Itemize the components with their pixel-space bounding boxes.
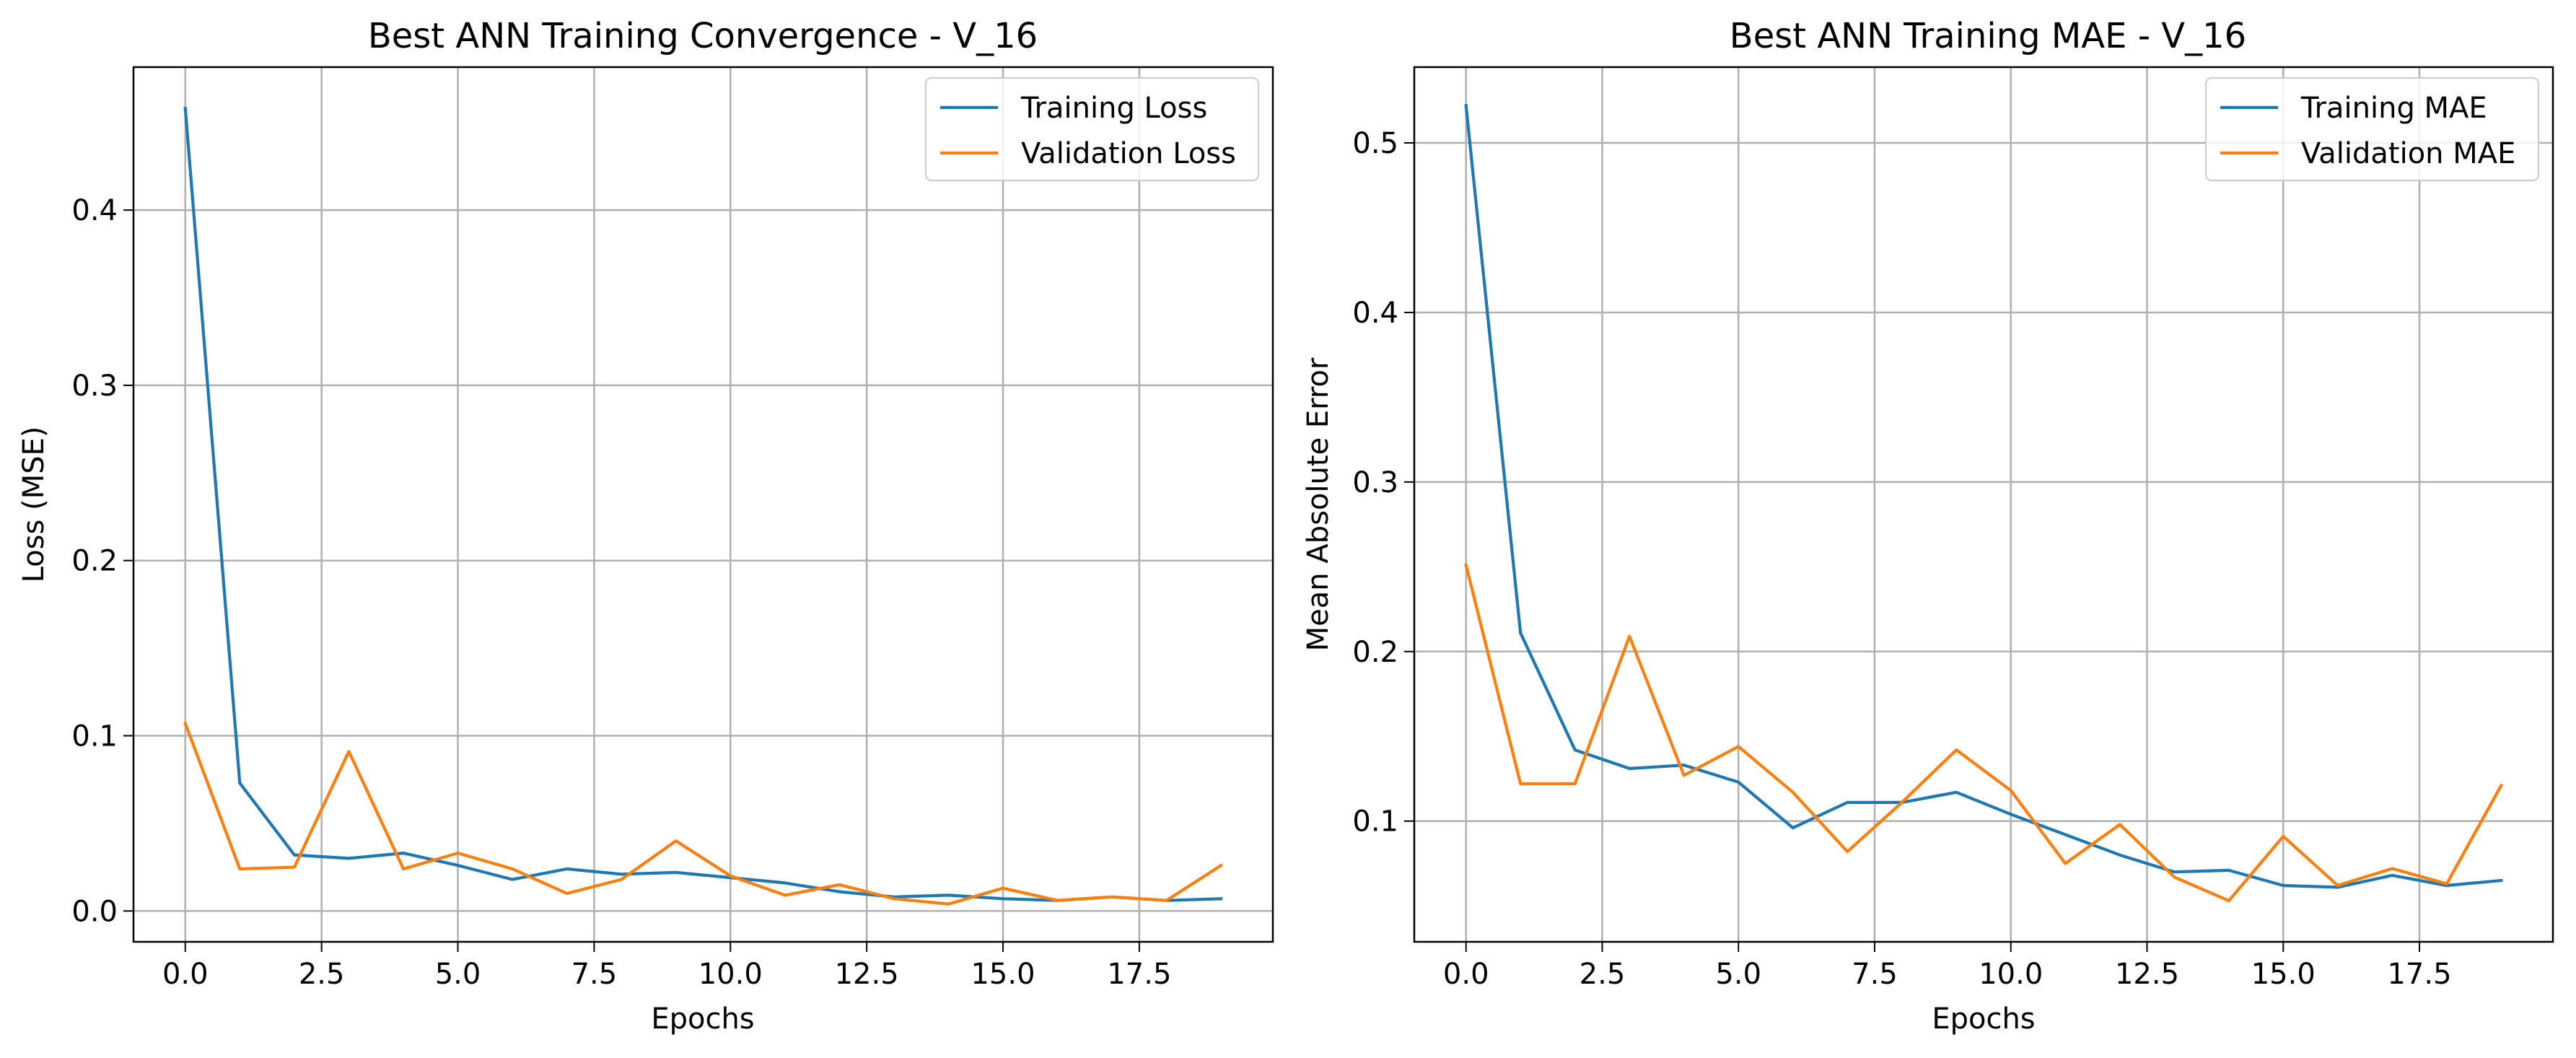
x-axis: 0.0 2.5 5.0 7.5 10.0 12.5 15.0 17.5 — [162, 942, 1171, 991]
x-tick-label: 7.5 — [1852, 958, 1898, 991]
legend-frame — [2205, 77, 2539, 181]
y-tick-label: 0.0 — [71, 895, 118, 928]
x-tick-label: 5.0 — [435, 958, 481, 991]
y-tick-label: 0.3 — [71, 370, 118, 403]
legend-frame — [925, 77, 1259, 181]
x-axis-label: Epochs — [1932, 1002, 2035, 1036]
x-axis-label: Epochs — [651, 1002, 754, 1036]
x-tick-label: 12.5 — [835, 958, 899, 991]
y-axis: 0.1 0.2 0.3 0.4 0.5 — [1352, 127, 1414, 839]
plot-frame — [1413, 66, 2554, 943]
chart-panel-mae: Best ANN Training MAE - V_16 0.0 2.5 5.0 7.… — [1302, 16, 2554, 1036]
chart-title: Best ANN Training MAE - V_16 — [1730, 16, 2246, 56]
x-tick-label: 10.0 — [1979, 958, 2043, 991]
series-group — [1464, 103, 2504, 903]
chart-panel-loss: Best ANN Training Convergence - V_16 0.0… — [17, 16, 1274, 1036]
y-tick-label: 0.2 — [71, 545, 118, 578]
legend: Training MAE Validation MAE — [2205, 77, 2539, 181]
legend: Training Loss Validation Loss — [925, 77, 1259, 181]
grid — [1414, 67, 2553, 942]
y-tick-label: 0.4 — [71, 194, 118, 227]
y-axis-label: Loss (MSE) — [17, 427, 51, 583]
legend-label-validation-mae: Validation MAE — [2301, 137, 2515, 170]
training-mae-line — [1464, 103, 2503, 889]
y-tick-label: 0.1 — [1352, 805, 1398, 839]
validation-mae-line — [1464, 563, 2504, 903]
x-tick-label: 12.5 — [2115, 958, 2179, 991]
legend-label-training-mae: Training MAE — [2300, 92, 2487, 125]
x-tick-label: 2.5 — [299, 958, 345, 991]
grid — [133, 67, 1273, 942]
x-tick-label: 17.5 — [1107, 958, 1171, 991]
y-axis: 0.0 0.1 0.2 0.3 0.4 — [71, 194, 133, 928]
x-tick-label: 2.5 — [1580, 958, 1626, 991]
legend-label-training-loss: Training Loss — [1020, 92, 1207, 125]
y-tick-label: 0.3 — [1352, 466, 1398, 499]
y-tick-label: 0.5 — [1352, 127, 1398, 160]
chart-title: Best ANN Training Convergence - V_16 — [368, 16, 1038, 56]
x-tick-label: 0.0 — [162, 958, 209, 991]
x-tick-label: 10.0 — [698, 958, 763, 991]
y-tick-label: 0.1 — [71, 720, 118, 753]
y-axis-label: Mean Absolute Error — [1302, 357, 1335, 651]
x-tick-label: 5.0 — [1715, 958, 1761, 991]
y-tick-label: 0.4 — [1352, 297, 1398, 330]
x-tick-label: 15.0 — [971, 958, 1035, 991]
x-tick-label: 0.0 — [1443, 958, 1489, 991]
plot-frame — [132, 66, 1274, 943]
series-group — [183, 107, 1224, 906]
training-loss-line — [183, 107, 1223, 902]
y-tick-label: 0.2 — [1352, 636, 1398, 669]
x-tick-label: 15.0 — [2251, 958, 2316, 991]
x-axis: 0.0 2.5 5.0 7.5 10.0 12.5 15.0 17.5 — [1443, 942, 2452, 991]
x-tick-label: 7.5 — [571, 958, 618, 991]
validation-loss-line — [183, 721, 1224, 906]
x-tick-label: 17.5 — [2387, 958, 2451, 991]
legend-label-validation-loss: Validation Loss — [1021, 137, 1236, 170]
